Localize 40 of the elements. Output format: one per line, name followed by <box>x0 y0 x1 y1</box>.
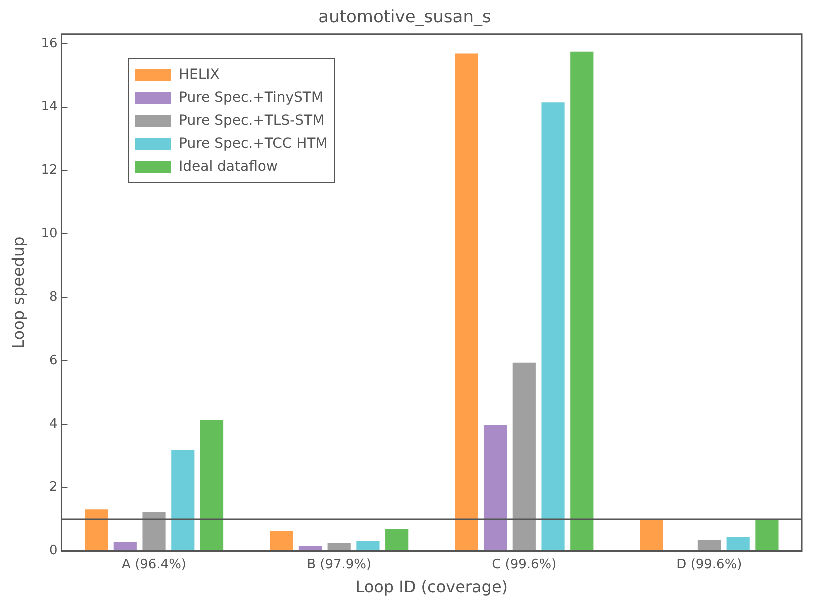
x-tick-label: C (99.6%) <box>492 557 557 572</box>
x-tick-label: A (96.4%) <box>122 557 187 572</box>
bar <box>570 52 594 551</box>
x-axis-title: Loop ID (coverage) <box>356 578 508 597</box>
legend-label: HELIX <box>179 66 220 82</box>
bar <box>726 537 750 551</box>
legend-label: Pure Spec.+TLS-STM <box>179 112 325 128</box>
bar <box>640 520 664 551</box>
y-tick-label: 6 <box>49 353 58 368</box>
bar <box>756 520 779 551</box>
y-tick-label: 2 <box>49 480 58 496</box>
chart-title: automotive_susan_s <box>318 8 492 28</box>
bar <box>270 531 294 551</box>
bar <box>84 510 108 551</box>
legend-label: Pure Spec.+TinySTM <box>179 90 324 106</box>
y-tick-label: 4 <box>49 416 58 432</box>
bar <box>298 546 322 551</box>
bar <box>356 541 380 551</box>
bar <box>172 450 195 551</box>
legend-label: Ideal dataflow <box>179 158 278 174</box>
y-tick-label: 10 <box>41 226 58 242</box>
bar <box>455 54 478 551</box>
bar <box>484 425 508 551</box>
bar <box>386 529 409 551</box>
bar <box>512 362 536 551</box>
legend-label: Pure Spec.+TCC HTM <box>179 136 328 152</box>
y-axis-title: Loop speedup <box>8 236 28 349</box>
bar <box>142 512 166 551</box>
bar <box>328 543 351 551</box>
bar <box>698 540 722 551</box>
y-tick-label: 12 <box>41 163 58 178</box>
y-tick-label: 8 <box>49 290 58 305</box>
y-tick-label: 0 <box>49 544 58 559</box>
x-tick-label: D (99.6%) <box>676 557 742 572</box>
y-tick-label: 16 <box>41 36 58 52</box>
bar <box>114 542 137 551</box>
bar <box>200 420 224 551</box>
bar <box>542 102 565 551</box>
x-tick-label: B (97.9%) <box>307 557 372 572</box>
y-tick-label: 14 <box>41 100 58 115</box>
